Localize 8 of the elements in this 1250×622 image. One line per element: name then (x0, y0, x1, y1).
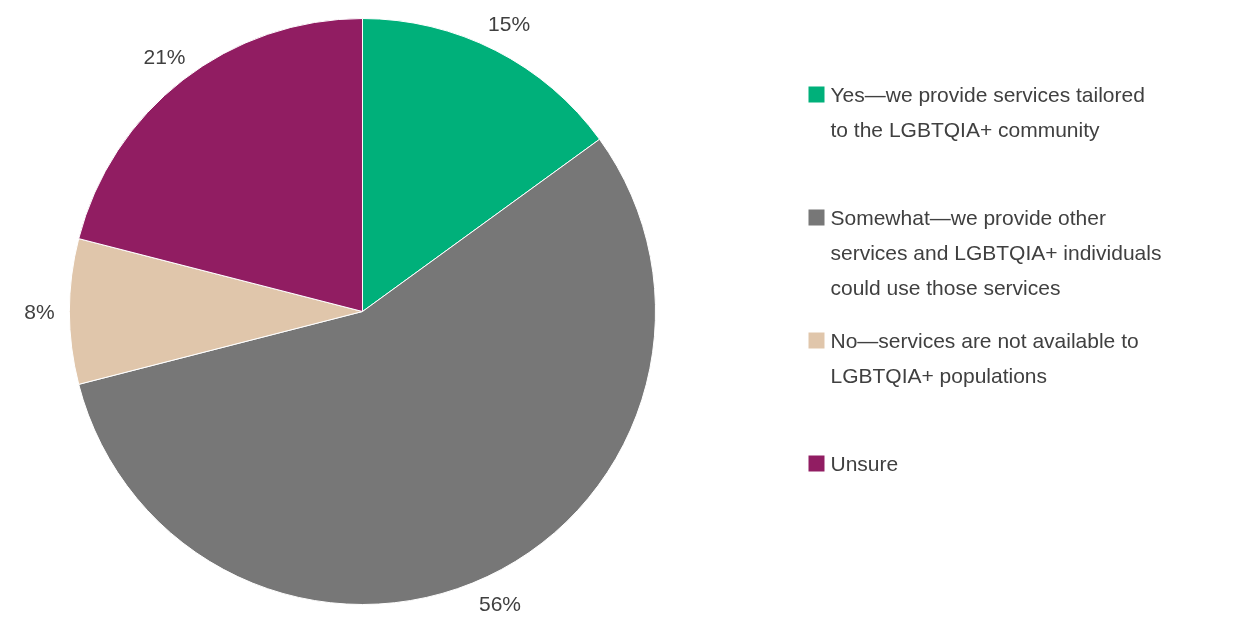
legend-label: Somewhat—we provide other services and LGBTQIA+ individuals could use those services (830, 206, 1162, 299)
legend-label: Unsure (830, 452, 899, 475)
legend-label: Yes—we provide services tailored to the LGBTQIA+ community (830, 83, 1145, 141)
legend-label: No—services are not available to LGBTQIA+ populations (830, 329, 1139, 387)
data-label: 56% (479, 592, 522, 616)
data-label: 21% (143, 44, 186, 68)
data-label: 8% (24, 300, 55, 323)
data-label: 15% (488, 12, 531, 36)
